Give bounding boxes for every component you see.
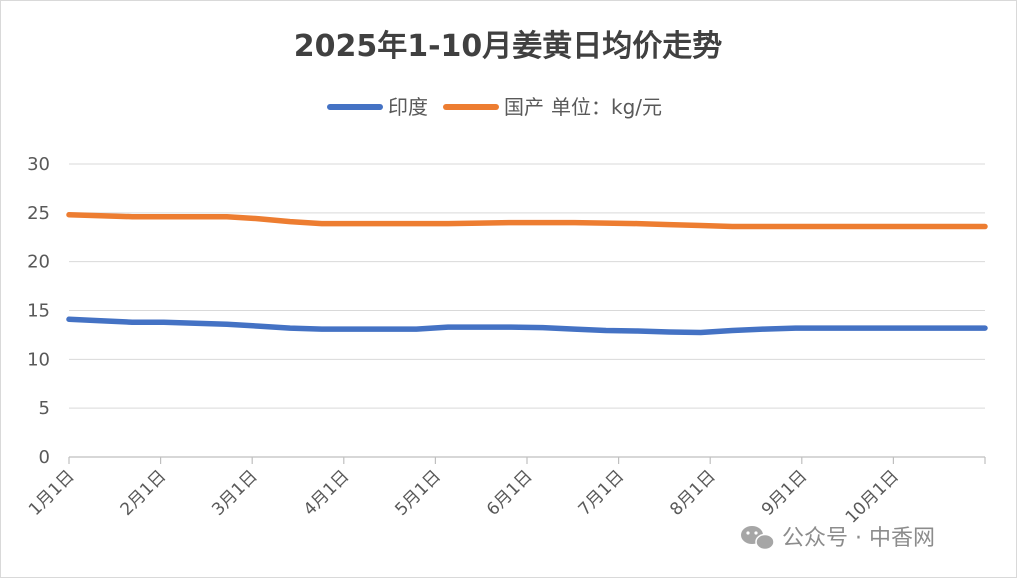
x-tick-label: 4月1日 [300,466,353,519]
x-tick-label: 3月1日 [208,466,261,519]
wechat-icon [741,526,775,551]
chart-title: 2025年1-10月姜黄日均价走势 [294,29,723,64]
legend-label-india: 印度 [388,95,428,119]
x-tick-label: 10月1日 [842,466,903,527]
y-tick-label: 20 [27,252,50,273]
x-tick-label: 8月1日 [666,466,719,519]
grid-lines [69,163,985,409]
x-tick-label: 1月1日 [25,466,78,519]
legend: 印度 国产 单位：kg/元 [327,95,662,119]
y-tick-label: 15 [27,301,50,322]
x-axis: 1月1日 2月1日 3月1日 4月1日 5月1日 6月1日 7月1日 8月1日 9月1日 10月1… [25,456,986,528]
watermark: 公众号 · 中香网 [741,526,935,551]
series-lines [66,212,988,336]
y-tick-label: 0 [39,447,50,468]
y-tick-label: 10 [27,349,50,370]
x-tick-label: 6月1日 [483,466,536,519]
watermark-text: 公众号 · 中香网 [782,526,935,551]
x-tick-label: 7月1日 [575,466,628,519]
series-line-india [66,316,988,336]
legend-label-domestic: 国产 [504,95,544,119]
series-line-domestic [66,212,988,230]
x-tick-label: 5月1日 [391,466,444,519]
x-tick-label: 2月1日 [117,466,170,519]
y-axis: 0 5 10 15 20 25 30 [27,154,50,468]
y-tick-label: 25 [27,203,50,224]
y-tick-label: 30 [27,154,50,175]
x-tick-label: 9月1日 [758,466,811,519]
legend-unit-note: 单位：kg/元 [551,95,662,119]
y-tick-label: 5 [39,398,50,419]
